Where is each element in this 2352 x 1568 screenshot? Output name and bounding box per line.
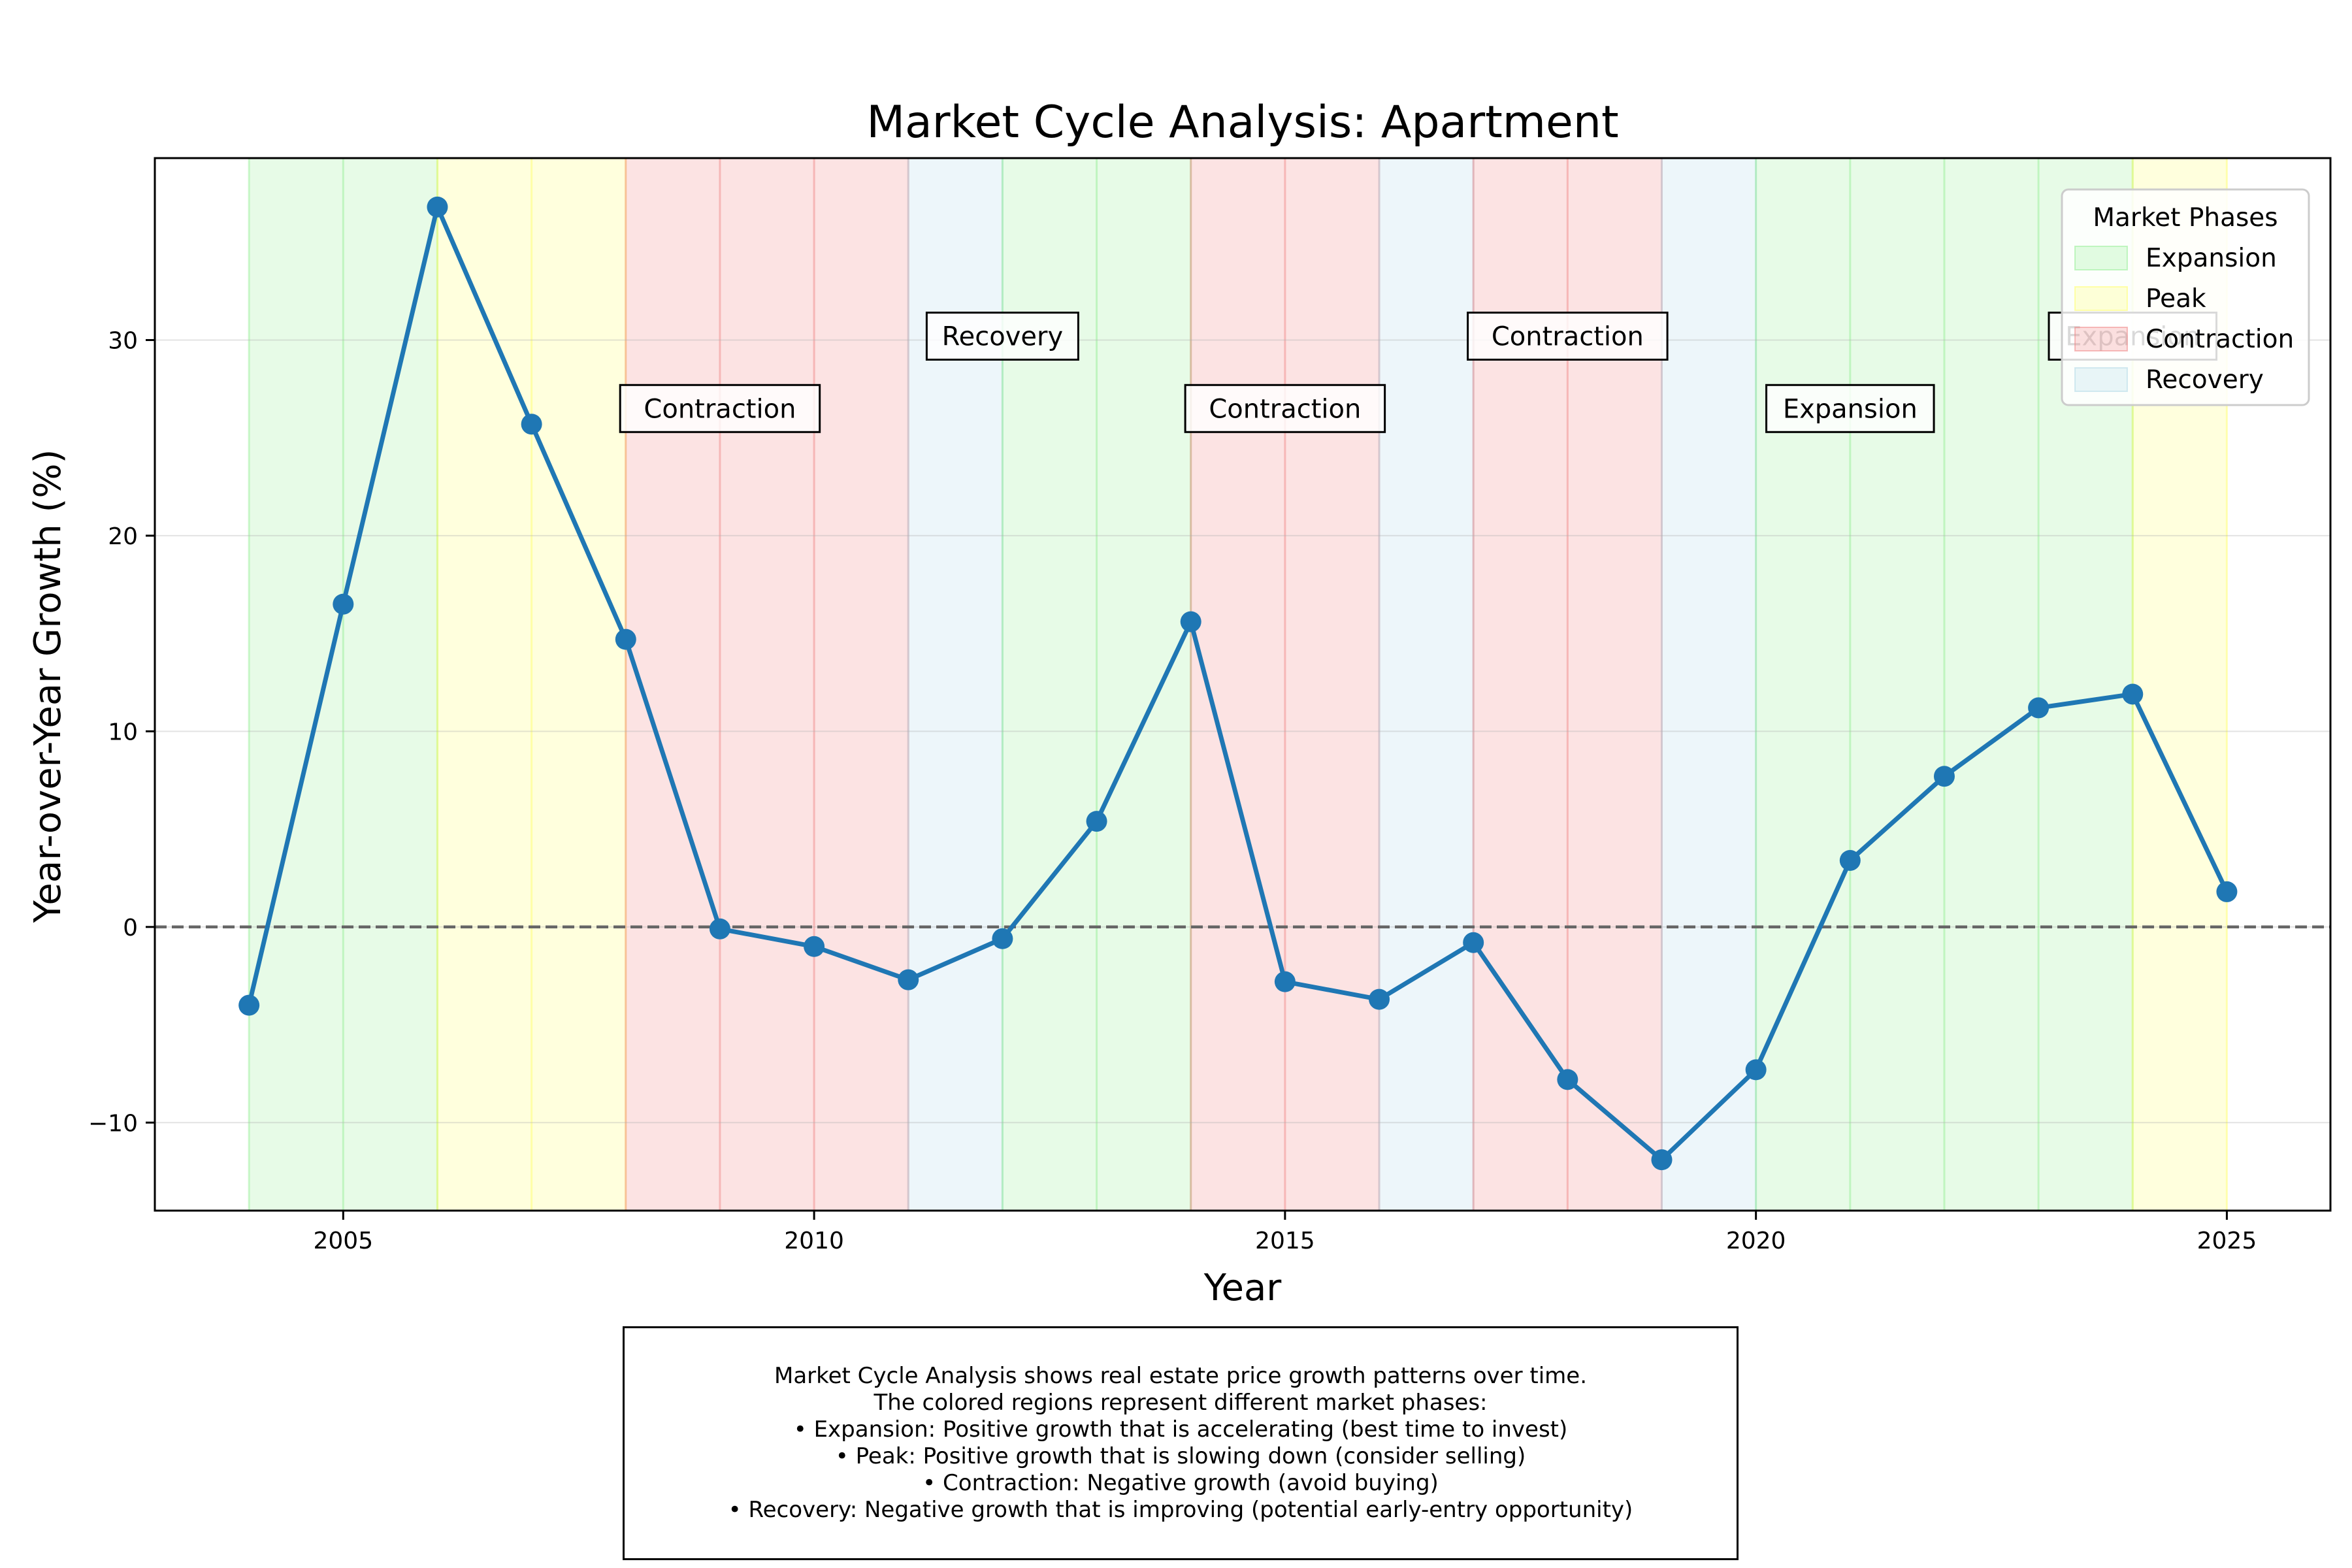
phase-annotation: Contraction	[619, 384, 821, 433]
x-tick-label: 2025	[2197, 1228, 2257, 1254]
data-point	[238, 994, 260, 1016]
data-point	[1557, 1069, 1578, 1090]
x-tick-label: 2015	[1255, 1228, 1315, 1254]
data-point	[992, 928, 1013, 949]
data-point	[2216, 881, 2238, 902]
y-tick-label: −10	[88, 1110, 138, 1137]
legend-swatch-peak	[2074, 286, 2128, 311]
data-point	[1086, 811, 1107, 832]
data-point	[1180, 611, 1201, 632]
data-point	[521, 414, 542, 435]
caption-line: • Peak: Positive growth that is slowing …	[835, 1443, 1526, 1469]
phase-band-contraction	[625, 158, 909, 1211]
caption-line: Market Cycle Analysis shows real estate …	[774, 1363, 1588, 1389]
x-axis-label: Year	[1203, 1267, 1282, 1309]
legend-entry-recovery: Recovery	[2146, 365, 2264, 395]
data-point	[1651, 1149, 1673, 1171]
explanation-text-box: Market Cycle Analysis shows real estate …	[623, 1326, 1739, 1560]
data-point	[1463, 932, 1484, 953]
phase-band-peak	[437, 158, 626, 1211]
y-tick-label: 0	[123, 915, 138, 941]
plot-frame	[154, 157, 2332, 1212]
data-point	[615, 629, 636, 650]
data-point	[709, 918, 730, 939]
data-point	[1933, 766, 1955, 787]
data-point	[898, 969, 919, 990]
phase-band-recovery	[1379, 158, 1474, 1211]
legend-entry-peak: Peak	[2146, 284, 2206, 314]
annotation-box	[1184, 384, 1386, 433]
annotation-label: Contraction	[644, 394, 796, 424]
data-point	[804, 936, 825, 957]
data-point	[1745, 1059, 1767, 1081]
legend-entry-expansion: Expansion	[2146, 244, 2277, 273]
data-point	[1274, 971, 1296, 992]
legend-swatch-recovery	[2074, 367, 2128, 392]
annotation-box	[925, 311, 1079, 361]
caption-line: The colored regions represent different …	[874, 1390, 1488, 1416]
phase-annotation: Contraction	[1467, 311, 1669, 361]
legend: Market Phases Expansion Peak Contraction Rec…	[2061, 188, 2310, 406]
data-point	[333, 593, 354, 615]
phase-annotation: Recovery	[925, 311, 1079, 361]
caption-line: • Contraction: Negative growth (avoid bu…	[923, 1470, 1439, 1496]
phase-band-recovery	[1661, 158, 1756, 1211]
annotation-label: Contraction	[1209, 394, 1361, 424]
annotation-label: Contraction	[1492, 321, 1644, 351]
y-axis-label: Year-over-Year Growth (%)	[27, 449, 69, 924]
phase-annotation: Contraction	[1184, 384, 1386, 433]
legend-swatch-contraction	[2074, 327, 2128, 351]
data-point	[427, 196, 448, 218]
legend-title: Market Phases	[2093, 203, 2278, 233]
y-tick-label: 10	[108, 719, 138, 745]
y-tick-label: 30	[108, 327, 138, 354]
chart-title: Market Cycle Analysis: Apartment	[866, 97, 1618, 148]
annotation-box	[619, 384, 821, 433]
caption-line: • Expansion: Positive growth that is acc…	[793, 1416, 1568, 1443]
x-tick-label: 2020	[1726, 1228, 1786, 1254]
caption-line: • Recovery: Negative growth that is impr…	[728, 1497, 1633, 1523]
phase-annotation: Expansion	[1765, 384, 1935, 433]
phase-band-contraction	[1190, 158, 1380, 1211]
annotation-box	[1765, 384, 1935, 433]
x-tick-label: 2005	[313, 1228, 373, 1254]
annotation-label: Expansion	[1783, 394, 1918, 424]
data-point	[2028, 697, 2050, 719]
annotation-label: Recovery	[942, 321, 1063, 351]
legend-swatch-expansion	[2074, 246, 2128, 270]
data-point	[1369, 988, 1390, 1010]
y-tick-label: 20	[108, 523, 138, 550]
legend-entry-contraction: Contraction	[2146, 325, 2294, 354]
data-point	[2122, 683, 2144, 705]
x-tick-label: 2010	[784, 1228, 844, 1254]
data-point	[1839, 849, 1861, 871]
growth-line	[246, 204, 2229, 1162]
annotation-box	[1467, 311, 1669, 361]
